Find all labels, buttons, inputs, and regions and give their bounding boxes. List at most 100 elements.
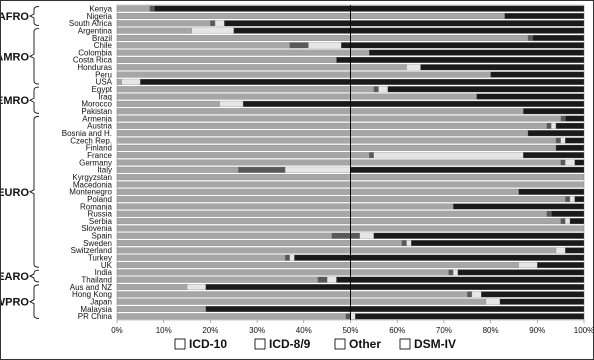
bar-uk-icd-10 — [116, 262, 519, 269]
bar-kenya-dsm-iv — [154, 5, 585, 12]
bar-finland-dsm-iv — [555, 144, 585, 151]
country-label-uk: UK — [101, 261, 113, 270]
country-label-argentina: Argentina — [78, 26, 113, 35]
bar-argentina-dsm-iv — [233, 27, 585, 34]
country-label-iraq: Iraq — [98, 92, 112, 101]
bar-thailand-icd-8-9 — [317, 276, 328, 283]
bar-costa-rica-dsm-iv — [336, 56, 585, 63]
bar-south-africa-icd-8-9 — [210, 20, 216, 27]
legend-label-dsm-iv: DSM-IV — [414, 337, 456, 351]
bar-armenia-icd-8-9 — [560, 115, 566, 122]
country-label-kyrgyzstan: Kyrgyzstan — [72, 173, 112, 182]
bar-hong-kong-icd-10 — [116, 291, 468, 298]
bar-japan-dsm-iv — [499, 298, 585, 305]
bar-iraq-icd-10 — [116, 93, 477, 100]
bar-austria-dsm-iv — [555, 122, 585, 129]
bar-hong-kong-icd-8-9 — [467, 291, 473, 298]
bar-egypt-icd-8-9 — [373, 86, 379, 93]
bar-malaysia-dsm-iv — [205, 306, 585, 313]
bar-poland-dsm-iv — [574, 196, 585, 203]
country-label-france: France — [87, 151, 112, 160]
bar-thailand-other — [326, 276, 337, 283]
country-label-slovenia: Slovenia — [81, 224, 112, 233]
bar-france-icd-10 — [116, 152, 370, 159]
bar-uk-dsm-iv — [537, 262, 585, 269]
bracket-afro — [28, 6, 40, 26]
bar-austria-other — [551, 122, 557, 129]
country-label-bosnia-and-h: Bosnia and H. — [62, 129, 112, 138]
bar-uk-other — [518, 262, 538, 269]
bar-spain-icd-8-9 — [331, 232, 360, 239]
tick-label-10: 10% — [156, 326, 172, 335]
country-label-poland: Poland — [87, 195, 112, 204]
bar-south-africa-icd-10 — [116, 20, 211, 27]
bar-turkey-icd-8-9 — [284, 254, 290, 261]
bar-india-icd-8-9 — [448, 269, 454, 276]
bar-colombia-icd-10 — [116, 49, 370, 56]
country-label-japan: Japan — [90, 297, 112, 306]
legend-swatch-icd-10 — [174, 338, 186, 350]
bar-spain-icd-10 — [116, 232, 332, 239]
bar-bosnia-and-h-icd-10 — [116, 130, 529, 137]
bar-kenya-icd-10 — [116, 5, 150, 12]
country-label-italy: Italy — [97, 166, 112, 175]
bar-india-other — [453, 269, 459, 276]
region-label-euro: EURO — [1, 187, 29, 199]
bar-poland-other — [569, 196, 575, 203]
bar-aus-and-nz-icd-10 — [116, 284, 188, 291]
bar-chile-dsm-iv — [341, 42, 585, 49]
country-label-turkey: Turkey — [88, 254, 112, 263]
bar-turkey-dsm-iv — [294, 254, 585, 261]
bar-italy-icd-8-9 — [238, 166, 286, 173]
bar-south-africa-dsm-iv — [224, 20, 585, 27]
bracket-amro — [28, 28, 40, 85]
bar-poland-icd-8-9 — [565, 196, 571, 203]
country-label-aus-and-nz: Aus and NZ — [70, 283, 112, 292]
bar-armenia-dsm-iv — [565, 115, 585, 122]
country-label-hong-kong: Hong Kong — [72, 290, 112, 299]
bar-hong-kong-other — [471, 291, 482, 298]
legend-swatch-icd-8-9 — [254, 338, 266, 350]
bar-chile-other — [308, 42, 342, 49]
bar-peru-icd-10 — [116, 71, 491, 78]
bar-sweden-icd-10 — [116, 240, 403, 247]
bar-egypt-dsm-iv — [387, 86, 585, 93]
country-label-germany: Germany — [79, 158, 112, 167]
bar-hong-kong-dsm-iv — [481, 291, 585, 298]
tick-label-80: 80% — [483, 326, 499, 335]
bar-russia-icd-10 — [116, 210, 547, 217]
bar-japan-other — [485, 298, 501, 305]
bar-india-dsm-iv — [457, 269, 585, 276]
bar-honduras-other — [406, 64, 421, 71]
bracket-emro — [28, 86, 40, 114]
bar-argentina-icd-10 — [116, 27, 192, 34]
bar-bosnia-and-h-dsm-iv — [527, 130, 585, 137]
bar-serbia-other — [565, 218, 571, 225]
bar-usa-dsm-iv — [140, 78, 585, 85]
country-label-south-africa: South Africa — [69, 19, 113, 28]
country-label-egypt: Egypt — [92, 85, 113, 94]
bar-germany-icd-10 — [116, 159, 561, 166]
bar-italy-icd-10 — [116, 166, 239, 173]
tick-label-60: 60% — [389, 326, 405, 335]
bar-south-africa-other — [214, 20, 225, 27]
bar-thailand-icd-10 — [116, 276, 318, 283]
bar-serbia-icd-8-9 — [560, 218, 566, 225]
tick-label-90: 90% — [529, 326, 545, 335]
legend-swatch-other — [334, 338, 346, 350]
bar-romania-dsm-iv — [453, 203, 585, 210]
bar-turkey-icd-10 — [116, 254, 286, 261]
country-label-russia: Russia — [88, 210, 113, 219]
country-label-chile: Chile — [94, 41, 113, 50]
tick-label-0: 0% — [111, 326, 123, 335]
bar-pakistan-icd-10 — [116, 108, 524, 115]
country-label-kenya: Kenya — [89, 4, 112, 13]
bar-sweden-dsm-iv — [411, 240, 585, 247]
bar-montenegro-icd-10 — [116, 188, 519, 195]
bar-argentina-other — [191, 27, 234, 34]
country-label-pakistan: Pakistan — [81, 107, 112, 116]
country-label-switzerland: Switzerland — [71, 246, 112, 255]
bar-malaysia-icd-10 — [116, 306, 206, 313]
bar-france-dsm-iv — [523, 152, 585, 159]
